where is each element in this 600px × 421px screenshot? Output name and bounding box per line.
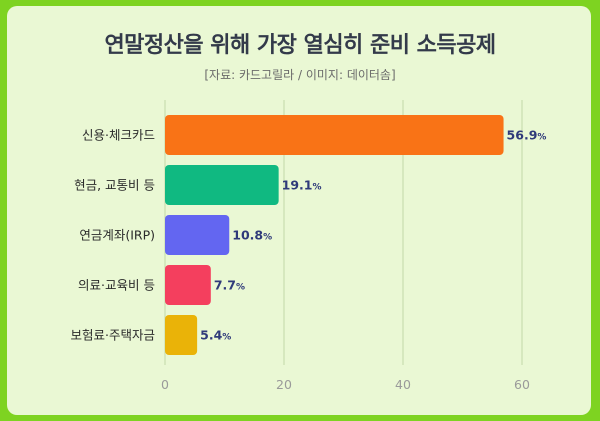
value-label: 7.7% xyxy=(214,278,245,293)
value-label: 56.9% xyxy=(507,128,547,143)
category-label: 현금, 교통비 등 xyxy=(74,178,155,193)
bar xyxy=(165,215,230,255)
bar xyxy=(165,165,279,205)
bar xyxy=(165,265,211,305)
category-label: 연금계좌(IRP) xyxy=(79,228,155,243)
x-tick-label: 0 xyxy=(161,377,169,392)
chart-subtitle: [자료: 카드고릴라 / 이미지: 데이터솜] xyxy=(204,68,396,82)
x-tick-label: 20 xyxy=(276,377,292,392)
bar xyxy=(165,115,504,155)
category-label: 의료·교육비 등 xyxy=(78,278,155,293)
value-label: 19.1% xyxy=(282,178,322,193)
category-label: 보험료·주택자금 xyxy=(71,328,155,343)
value-label: 5.4% xyxy=(200,328,231,343)
x-tick-label: 60 xyxy=(514,377,530,392)
category-label: 신용·체크카드 xyxy=(82,128,155,143)
chart-panel xyxy=(7,6,591,415)
x-tick-label: 40 xyxy=(395,377,411,392)
value-label: 10.8% xyxy=(232,228,272,243)
bar xyxy=(165,315,198,355)
chart-title: 연말정산을 위해 가장 열심히 준비 소득공제 xyxy=(104,33,496,58)
